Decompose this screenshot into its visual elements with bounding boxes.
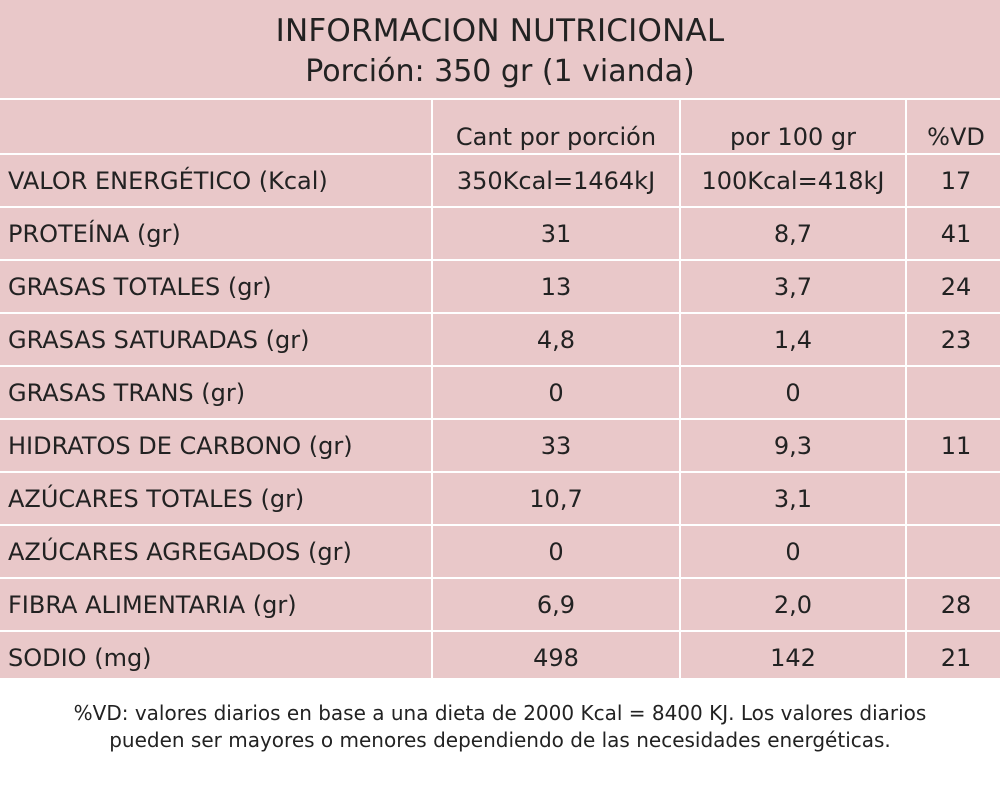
per-100-value: 9,3 [680, 419, 907, 473]
column-header-nutrient [0, 100, 433, 155]
table-row: FIBRA ALIMENTARIA (gr) 6,9 2,0 28 [0, 578, 1000, 632]
per-100-value: 100Kcal=418kJ [680, 154, 907, 208]
vd-value: 21 [940, 643, 972, 672]
per-100-value: 2,0 [680, 578, 907, 632]
vd-value: 11 [906, 419, 1000, 473]
per-100-value: 1,4 [680, 313, 907, 367]
nutrient-name: HIDRATOS DE CARBONO (gr) [0, 419, 433, 473]
vd-footnote: %VD: valores diarios en base a una dieta… [0, 700, 1000, 754]
vd-value: 28 [906, 578, 1000, 632]
nutrition-panel: INFORMACION NUTRICIONAL Porción: 350 gr … [0, 0, 1000, 683]
table-row: GRASAS TRANS (gr) 0 0 [0, 366, 1000, 420]
nutrient-name: SODIO (mg) [0, 631, 433, 683]
portion-value: 0 [432, 366, 681, 420]
table-row: PROTEÍNA (gr) 31 8,7 41 [0, 207, 1000, 261]
vd-value: 24 [906, 260, 1000, 314]
nutrient-name: AZÚCARES AGREGADOS (gr) [0, 525, 433, 579]
nutrient-name: FIBRA ALIMENTARIA (gr) [0, 578, 433, 632]
nutrient-name: GRASAS TOTALES (gr) [0, 260, 433, 314]
footnote-line-1: %VD: valores diarios en base a una dieta… [73, 701, 927, 725]
per-100-value: 8,7 [680, 207, 907, 261]
portion-value: 498 [432, 631, 681, 683]
table-row: GRASAS TOTALES (gr) 13 3,7 24 [0, 260, 1000, 314]
table-row: VALOR ENERGÉTICO (Kcal) 350Kcal=1464kJ 1… [0, 154, 1000, 208]
vd-value [906, 525, 1000, 579]
portion-value: 10,7 [432, 472, 681, 526]
portion-value: 6,9 [432, 578, 681, 632]
per-100-value: 142 [680, 631, 907, 683]
table-row: HIDRATOS DE CARBONO (gr) 33 9,3 11 [0, 419, 1000, 473]
table-header-row: Cant por porción por 100 gr %VD [0, 100, 1000, 155]
portion-subtitle: Porción: 350 gr (1 vianda) [305, 54, 695, 89]
portion-value: 0 [432, 525, 681, 579]
portion-value: 31 [432, 207, 681, 261]
vd-value [906, 366, 1000, 420]
nutrient-name: GRASAS TRANS (gr) [0, 366, 433, 420]
nutrient-name: PROTEÍNA (gr) [0, 207, 433, 261]
per-100-value: 0 [680, 525, 907, 579]
portion-value: 33 [432, 419, 681, 473]
portion-value: 350Kcal=1464kJ [432, 154, 681, 208]
vd-value: 23 [906, 313, 1000, 367]
vd-value [906, 472, 1000, 526]
column-header-portion: Cant por porción [432, 100, 681, 155]
page-title: INFORMACION NUTRICIONAL [275, 13, 725, 49]
column-header-per-100: por 100 gr [680, 100, 907, 155]
nutrient-name: GRASAS SATURADAS (gr) [0, 313, 433, 367]
title-block: INFORMACION NUTRICIONAL Porción: 350 gr … [0, 0, 1000, 100]
per-100-value: 3,7 [680, 260, 907, 314]
vd-value: 17 [906, 154, 1000, 208]
nutrient-name: AZÚCARES TOTALES (gr) [0, 472, 433, 526]
table-row: GRASAS SATURADAS (gr) 4,8 1,4 23 [0, 313, 1000, 367]
portion-value: 13 [432, 260, 681, 314]
table-row: AZÚCARES AGREGADOS (gr) 0 0 [0, 525, 1000, 579]
nutrition-table: Cant por porción por 100 gr %VD VALOR EN… [0, 100, 1000, 683]
per-100-value: 0 [680, 366, 907, 420]
table-row: AZÚCARES TOTALES (gr) 10,7 3,1 [0, 472, 1000, 526]
table-row: SODIO (mg) 498 142 21 [0, 631, 1000, 683]
portion-value: 4,8 [432, 313, 681, 367]
nutrient-name: VALOR ENERGÉTICO (Kcal) [0, 154, 433, 208]
footnote-line-2: pueden ser mayores o menores dependiendo… [109, 728, 891, 752]
column-header-vd: %VD [906, 100, 1000, 155]
vd-value: 41 [906, 207, 1000, 261]
per-100-value: 3,1 [680, 472, 907, 526]
